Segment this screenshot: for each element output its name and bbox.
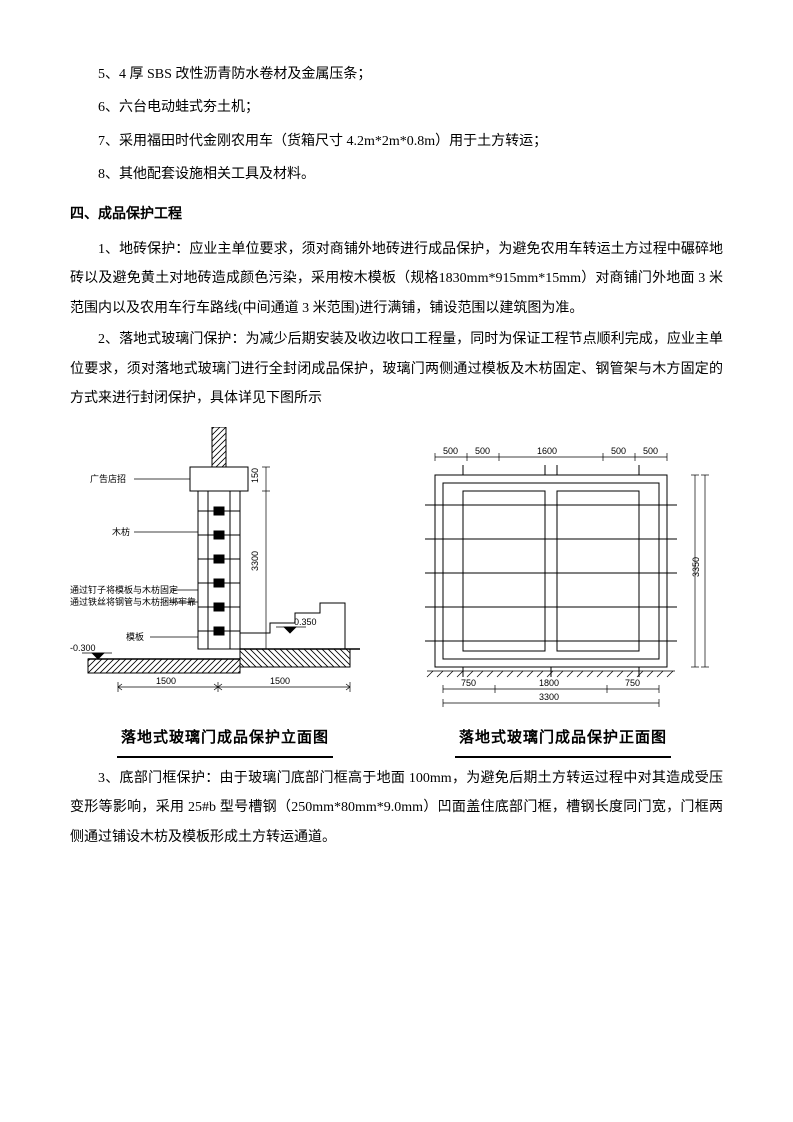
dim-level-right: 0.350 <box>294 617 317 627</box>
label-wood: 木枋 <box>112 526 130 537</box>
dim-t5: 500 <box>643 446 658 456</box>
list-item-5: 5、4 厚 SBS 改性沥青防水卷材及金属压条； <box>70 60 723 89</box>
diagram-left: -0.300 0.350 广告店招 木枋 通过钉子将模板与木枋固定 通过铁丝将钢… <box>70 427 380 758</box>
dim-h-main: 3300 <box>250 551 260 571</box>
dim-btotal: 3300 <box>539 692 559 702</box>
caption-left: 落地式玻璃门成品保护立面图 <box>117 721 333 758</box>
dim-b3: 750 <box>625 678 640 688</box>
paragraph-3: 3、底部门框保护：由于玻璃门底部门框高于地面 100mm，为避免后期土方转运过程… <box>70 764 723 852</box>
diagram-right: 500 500 1600 500 500 3350 <box>403 427 723 758</box>
dim-t3: 1600 <box>537 446 557 456</box>
diagram-row: -0.300 0.350 广告店招 木枋 通过钉子将模板与木枋固定 通过铁丝将钢… <box>70 427 723 758</box>
dim-t4: 500 <box>611 446 626 456</box>
dim-b2: 1800 <box>539 678 559 688</box>
dim-t2: 500 <box>475 446 490 456</box>
dim-h: 3350 <box>691 557 701 577</box>
dim-level-left: -0.300 <box>70 643 96 653</box>
section-header-4: 四、成品保护工程 <box>70 200 723 229</box>
label-board: 模板 <box>126 631 144 642</box>
paragraph-2: 2、落地式玻璃门保护：为减少后期安装及收边收口工程量，同时为保证工程节点顺利完成… <box>70 325 723 413</box>
list-item-7: 7、采用福田时代金刚农用车（货箱尺寸 4.2m*2m*0.8m）用于土方转运； <box>70 127 723 156</box>
elevation-svg: -0.300 0.350 广告店招 木枋 通过钉子将模板与木枋固定 通过铁丝将钢… <box>70 427 380 717</box>
dim-w1: 1500 <box>156 676 176 686</box>
label-nail: 通过钉子将模板与木枋固定 <box>70 584 178 595</box>
dim-h-top: 150 <box>250 468 260 483</box>
list-item-8: 8、其他配套设施相关工具及材料。 <box>70 160 723 189</box>
list-item-6: 6、六台电动蛙式夯土机； <box>70 93 723 122</box>
caption-right: 落地式玻璃门成品保护正面图 <box>455 721 671 758</box>
front-svg: 500 500 1600 500 500 3350 <box>403 427 723 717</box>
paragraph-1: 1、地砖保护：应业主单位要求，须对商铺外地砖进行成品保护，为避免农用车转运土方过… <box>70 235 723 323</box>
label-ad-sign: 广告店招 <box>90 473 126 484</box>
dim-w2: 1500 <box>270 676 290 686</box>
label-wire: 通过铁丝将钢管与木枋捆绑牢靠 <box>70 596 196 607</box>
dim-b1: 750 <box>461 678 476 688</box>
dim-t1: 500 <box>443 446 458 456</box>
